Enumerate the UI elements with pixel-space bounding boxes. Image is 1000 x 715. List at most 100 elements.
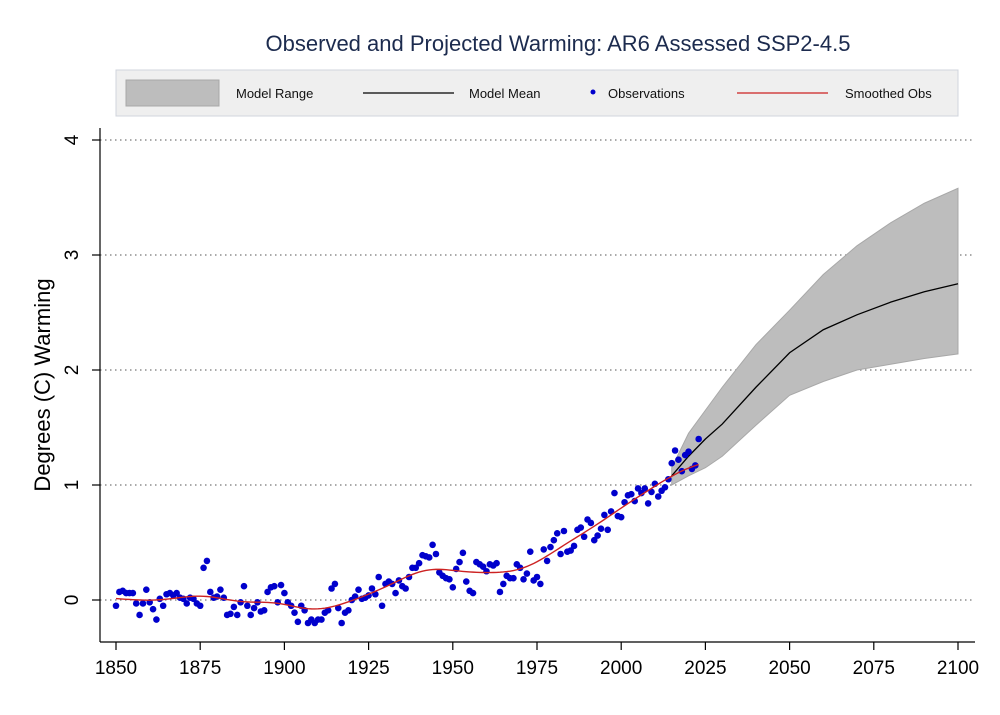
observation-point	[324, 607, 332, 614]
observation-point	[567, 547, 574, 554]
legend-label-model-range: Model Range	[236, 86, 313, 101]
observation-point	[638, 489, 645, 497]
observation-point	[543, 557, 551, 565]
observation-point	[617, 513, 625, 521]
gridlines	[100, 139, 975, 601]
observation-point	[143, 586, 150, 593]
legend: Model Range Model Mean Observations Smoo…	[115, 69, 959, 117]
observation-point	[338, 619, 345, 627]
observation-point	[685, 448, 692, 455]
x-tick-label: 2025	[684, 658, 726, 679]
observation-point	[493, 559, 500, 567]
observation-point	[634, 485, 642, 492]
observation-point	[425, 554, 433, 561]
observation-point	[190, 595, 197, 603]
observation-point	[550, 536, 558, 544]
y-tick-label: 0	[62, 595, 83, 606]
observation-point	[250, 604, 258, 612]
observation-point	[446, 576, 453, 583]
x-tick-label: 1925	[347, 658, 389, 679]
observation-point	[601, 511, 608, 519]
x-tick-label: 1850	[95, 658, 137, 679]
observation-point	[628, 490, 635, 498]
observation-point	[449, 584, 457, 591]
observation-point	[173, 589, 180, 597]
observation-point	[590, 536, 598, 544]
observation-point	[611, 489, 618, 497]
observation-point	[675, 456, 682, 464]
legend-label-smoothed-obs: Smoothed Obs	[845, 86, 932, 101]
observation-point	[510, 574, 517, 582]
observation-point	[375, 573, 383, 581]
observation-point	[479, 563, 487, 570]
observation-point	[196, 602, 204, 610]
observation-point	[412, 564, 420, 572]
y-tick-label: 4	[62, 134, 83, 145]
legend-swatch-observations	[590, 89, 596, 95]
x-tick-label: 1950	[432, 658, 474, 679]
observation-point	[247, 611, 255, 619]
observation-point	[240, 582, 248, 590]
x-tick-label: 1875	[179, 658, 221, 679]
observation-point	[112, 602, 120, 610]
observation-point	[378, 602, 386, 610]
model-range-band	[671, 187, 959, 486]
observation-point	[432, 550, 440, 558]
observation-point	[136, 611, 143, 619]
observation-point	[587, 519, 595, 527]
observation-point	[274, 599, 281, 606]
observation-point	[277, 581, 285, 589]
observation-point	[233, 611, 241, 619]
observation-point	[483, 567, 490, 575]
observation-point	[537, 580, 544, 588]
x-tick-label: 2050	[768, 658, 810, 679]
observation-point	[671, 447, 679, 454]
observation-point	[291, 609, 298, 616]
legend-label-model-mean: Model Mean	[469, 86, 541, 101]
model-mean-line	[671, 283, 959, 477]
observation-point	[183, 600, 191, 607]
observation-point	[456, 558, 463, 566]
observation-point	[469, 589, 477, 597]
legend-swatch-model-range	[125, 79, 220, 107]
observation-point	[156, 595, 164, 603]
observation-point	[429, 541, 436, 549]
observation-point	[270, 582, 278, 590]
observation-point	[281, 589, 288, 597]
observation-point	[345, 607, 352, 614]
observation-point	[547, 543, 554, 551]
x-tick-label: 1900	[263, 658, 305, 679]
observation-point	[328, 585, 335, 592]
chart-title: Observed and Projected Warming: AR6 Asse…	[266, 31, 851, 56]
y-tick-label: 3	[62, 250, 83, 261]
observation-point	[570, 542, 578, 550]
observation-point	[496, 588, 504, 596]
y-axis-label: Degrees (C) Warming	[30, 278, 55, 491]
observation-point	[415, 559, 423, 567]
x-tick-label: 2000	[600, 658, 642, 679]
observation-point	[227, 610, 234, 618]
observation-point	[129, 589, 137, 597]
observation-point	[207, 588, 214, 596]
x-tick-label: 1975	[516, 658, 558, 679]
observation-point	[217, 586, 224, 593]
axes: Degrees (C) Warming	[30, 128, 975, 643]
observation-point	[149, 605, 157, 613]
observation-point	[695, 435, 702, 443]
observation-point	[661, 484, 669, 491]
y-tick-label: 1	[62, 480, 83, 491]
observation-point	[139, 600, 147, 607]
observation-point	[641, 485, 649, 492]
observation-point	[368, 585, 376, 592]
observation-point	[355, 586, 362, 593]
observation-point	[648, 488, 655, 496]
observation-point	[264, 588, 271, 596]
observation-point	[654, 493, 662, 500]
observation-point	[560, 527, 568, 535]
observation-point	[213, 593, 221, 600]
observation-point	[520, 576, 527, 583]
observation-point	[318, 616, 325, 623]
observation-point	[594, 532, 601, 539]
observation-point	[577, 524, 585, 531]
